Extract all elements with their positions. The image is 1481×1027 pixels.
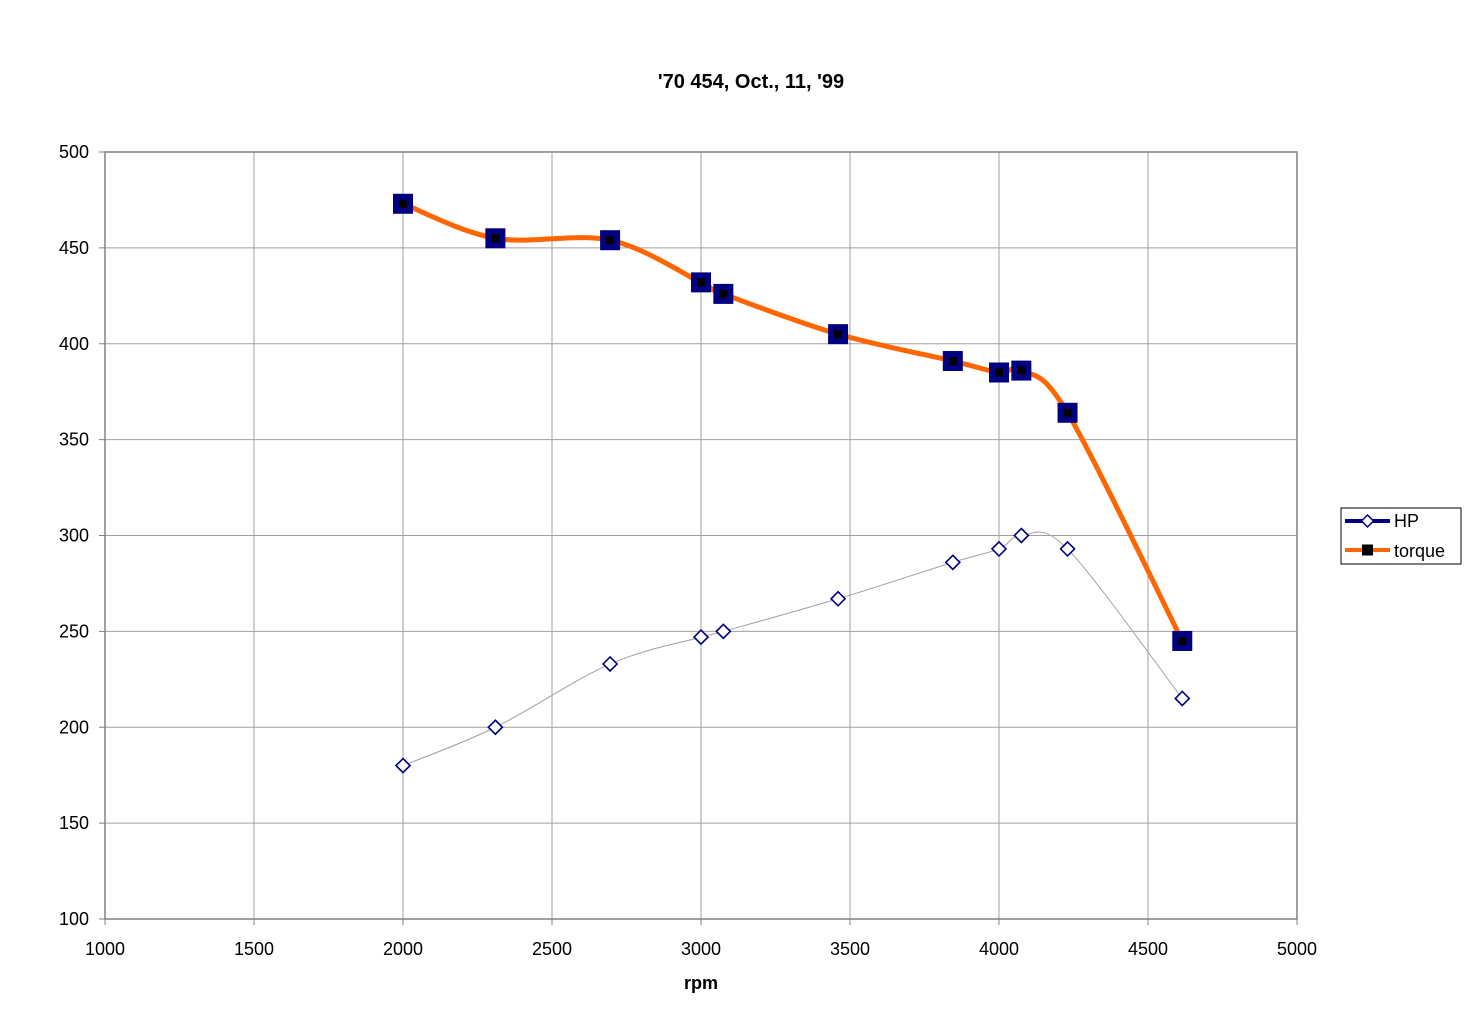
y-tick-label: 100 <box>59 909 89 929</box>
torque-point <box>691 272 711 293</box>
chart-title: '70 454, Oct., 11, '99 <box>658 71 844 93</box>
torque-point <box>713 283 734 304</box>
torque-point-inner <box>399 199 407 208</box>
y-tick-label: 300 <box>59 526 89 546</box>
x-tick-labels: 1000 1500 2000 2500 3000 3500 4000 4500 5000 <box>85 939 1317 959</box>
y-tick-labels: 100 150 200 250 300 350 400 450 500 <box>59 142 89 929</box>
legend-hp-marker <box>1360 513 1375 529</box>
series-layer <box>393 193 1193 774</box>
hp-point <box>990 540 1008 558</box>
torque-point-inner <box>948 357 957 366</box>
torque-point <box>1172 630 1193 651</box>
torque-point-inner <box>719 289 728 298</box>
x-tick-label: 2000 <box>383 939 423 959</box>
torque-point <box>600 230 621 251</box>
legend: HP torque <box>1340 507 1462 565</box>
torque-point <box>485 228 506 249</box>
x-tick-label: 4000 <box>979 939 1019 959</box>
x-tick-label: 2500 <box>532 939 572 959</box>
legend-torque-marker <box>1362 544 1373 556</box>
torque-point <box>1011 360 1032 381</box>
hp-point <box>394 757 412 774</box>
y-tick-label: 350 <box>59 430 89 450</box>
torque-point <box>942 351 963 372</box>
x-tick-label: 1000 <box>85 939 125 959</box>
x-tick-label: 5000 <box>1277 939 1317 959</box>
hp-point <box>944 554 961 571</box>
legend-hp-label: HP <box>1394 511 1419 531</box>
x-tick-label: 3500 <box>830 939 870 959</box>
hp-point <box>1059 540 1076 558</box>
torque-point-inner <box>606 236 615 245</box>
y-tick-label: 500 <box>59 142 89 162</box>
y-tick-label: 250 <box>59 621 89 641</box>
y-tick-label: 450 <box>59 238 89 258</box>
torque-point-inner <box>995 368 1003 377</box>
torque-point-inner <box>491 234 500 243</box>
legend-box <box>1340 507 1462 565</box>
torque-point <box>828 324 849 345</box>
plot-border <box>104 151 1298 920</box>
y-tick-label: 150 <box>59 813 89 833</box>
torque-point <box>989 362 1009 383</box>
torque-point-inner <box>697 278 705 287</box>
x-tick-label: 4500 <box>1128 939 1168 959</box>
torque-point-inner <box>1178 636 1187 645</box>
hp-point <box>829 590 847 607</box>
y-tick-label: 200 <box>59 717 89 737</box>
hp-point <box>601 655 619 673</box>
x-tick-label: 3000 <box>681 939 721 959</box>
x-tick-label: 1500 <box>234 939 274 959</box>
hp-point <box>1174 690 1191 707</box>
hp-point <box>715 623 732 640</box>
x-axis-label: rpm <box>684 973 718 993</box>
legend-torque-label: torque <box>1394 541 1445 561</box>
torque-point <box>393 193 413 214</box>
torque-point-inner <box>834 330 843 339</box>
torque-point-inner <box>1063 408 1072 417</box>
hp-point <box>1013 527 1030 544</box>
hp-point <box>692 628 710 646</box>
torque-point-inner <box>1017 366 1026 375</box>
torque-point <box>1057 402 1078 423</box>
hp-point <box>487 719 504 736</box>
y-tick-label: 400 <box>59 334 89 354</box>
